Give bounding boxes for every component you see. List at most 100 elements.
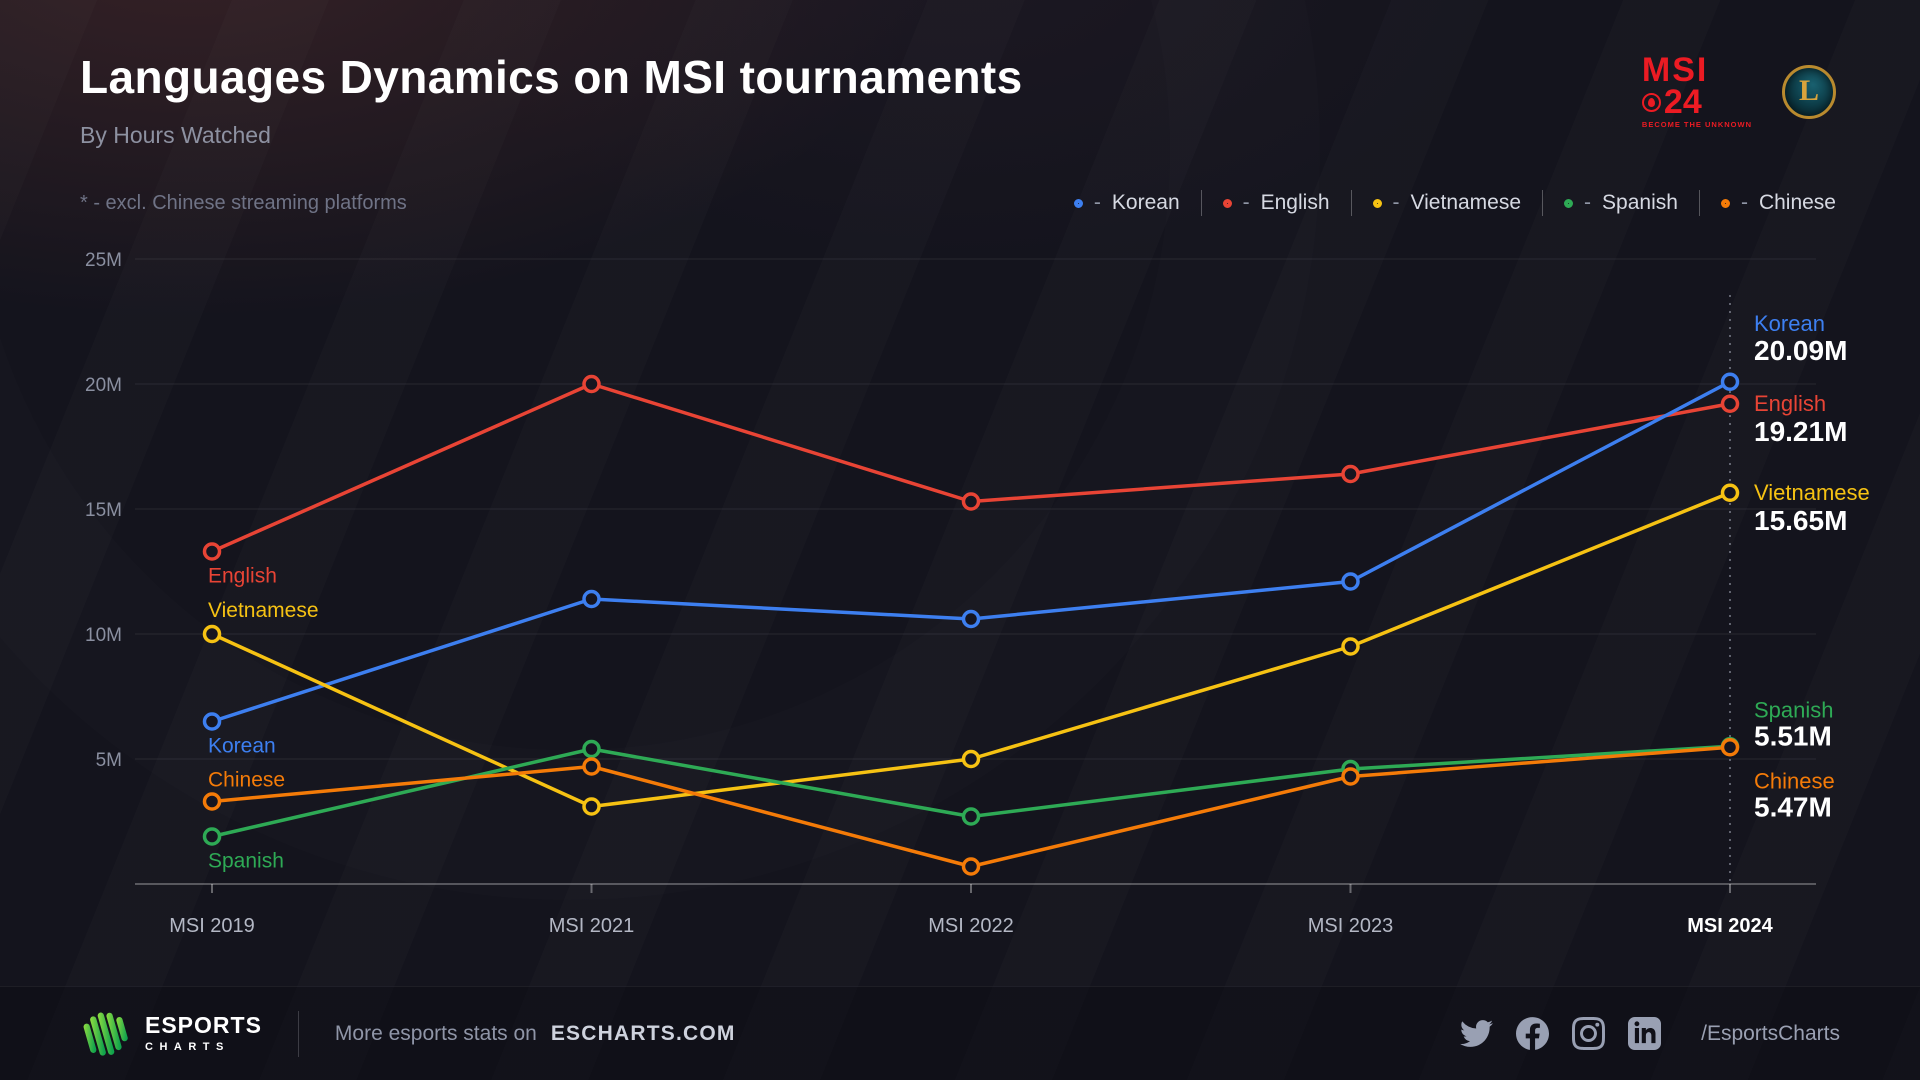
series-start-label-spanish: Spanish: [208, 850, 284, 873]
x-label-msi-2024: MSI 2024: [1687, 915, 1773, 937]
page-title: Languages Dynamics on MSI tournaments: [80, 51, 1023, 103]
point-english-msi-2024: [1720, 394, 1740, 413]
point-spanish-msi-2021: [582, 739, 601, 759]
facebook-icon[interactable]: [1516, 1017, 1550, 1050]
series-end-value-chinese: 5.47M: [1754, 791, 1832, 822]
legend-item-korean: - Korean: [1073, 191, 1180, 215]
legend-marker-icon: [1372, 198, 1382, 208]
series-end-value-korean: 20.09M: [1754, 335, 1847, 366]
legend-marker-icon: [1564, 198, 1574, 208]
esports-charts-logo-icon: [83, 1012, 128, 1056]
point-english-msi-2021: [582, 374, 601, 394]
legend-item-spanish: - Spanish: [1564, 191, 1678, 215]
msi-logo-text: MSI: [1641, 51, 1709, 89]
point-english-msi-2019: [202, 542, 222, 561]
legend-marker-icon: [1073, 198, 1083, 208]
legend-marker-icon: [1222, 198, 1232, 208]
point-spanish-msi-2019: [202, 827, 222, 846]
footnote: * - excl. Chinese streaming platforms: [80, 191, 407, 214]
point-vietnamese-msi-2024: [1720, 483, 1740, 502]
point-chinese-msi-2021: [582, 757, 601, 776]
page-subtitle: By Hours Watched: [80, 122, 271, 148]
series-end-value-english: 19.21M: [1754, 416, 1847, 447]
legend-label: English: [1260, 191, 1330, 214]
point-vietnamese-msi-2023: [1341, 637, 1360, 656]
msi-logo-tagline: BECOME THE UNKNOWN: [1641, 120, 1752, 130]
escharts-link[interactable]: ESCHARTS.COM: [550, 1021, 736, 1045]
point-vietnamese-msi-2022: [961, 749, 981, 769]
legend-item-chinese: - Chinese: [1720, 191, 1836, 215]
point-english-msi-2022: [961, 492, 981, 511]
legend-dash: -: [1584, 191, 1592, 214]
series-end-name-vietnamese: Vietnamese: [1754, 480, 1870, 505]
footer: ESPORTS CHARTS More esports stats on ESC…: [0, 986, 1920, 1080]
legend-label: Vietnamese: [1410, 191, 1522, 214]
y-tick-label: 15M: [85, 500, 122, 521]
instagram-icon[interactable]: [1572, 1017, 1606, 1050]
brand-subtitle: CHARTS: [145, 1041, 230, 1053]
point-chinese-msi-2022: [961, 857, 981, 876]
legend-dash: -: [1093, 191, 1101, 214]
point-korean-msi-2021: [582, 589, 601, 609]
series-end-name-english: English: [1754, 391, 1826, 416]
legend-label: Chinese: [1758, 191, 1836, 214]
legend-separator: [1350, 190, 1352, 216]
series-end-value-vietnamese: 15.65M: [1754, 505, 1847, 536]
legend-dash: -: [1392, 191, 1400, 214]
legend-item-vietnamese: - Vietnamese: [1372, 191, 1522, 215]
x-label-msi-2021: MSI 2021: [549, 915, 635, 937]
point-vietnamese-msi-2021: [582, 797, 601, 816]
twitter-icon[interactable]: [1460, 1017, 1494, 1050]
point-chinese-msi-2019: [202, 792, 222, 811]
header: Languages Dynamics on MSI tournaments By…: [80, 50, 1023, 149]
series-end-name-chinese: Chinese: [1754, 768, 1835, 793]
point-chinese-msi-2023: [1341, 767, 1360, 786]
point-korean-msi-2024: [1720, 372, 1740, 391]
meta-row: * - excl. Chinese streaming platforms -K…: [80, 190, 1836, 216]
line-english: [210, 382, 1732, 554]
series-end-name-korean: Korean: [1754, 311, 1825, 336]
point-vietnamese-msi-2019: [202, 624, 222, 644]
point-chinese-msi-2024: [1720, 738, 1740, 757]
series-end-name-spanish: Spanish: [1754, 697, 1834, 722]
series-start-label-chinese: Chinese: [208, 769, 285, 792]
brand-title: ESPORTS: [145, 1012, 262, 1038]
linkedin-icon[interactable]: [1628, 1017, 1662, 1050]
league-of-legends-logo: L: [1782, 65, 1836, 120]
series-start-label-vietnamese: Vietnamese: [208, 599, 319, 622]
point-korean-msi-2019: [202, 712, 222, 731]
legend-marker-icon: [1720, 198, 1730, 208]
social-handle: /EsportsCharts: [1701, 1021, 1840, 1045]
point-spanish-msi-2022: [961, 807, 981, 826]
footer-divider: [297, 1010, 299, 1057]
msi-emblem-icon: [1641, 92, 1661, 112]
line-chart: 25M 20M 15M 10M 5M MSI 2019 MSI 2021 MSI 2022 MS…: [85, 250, 1870, 937]
y-tick-label: 25M: [85, 250, 122, 271]
brand-text: ESPORTS CHARTS: [145, 1014, 262, 1053]
legend-separator: [1698, 190, 1700, 216]
legend-label: Korean: [1111, 191, 1180, 214]
lol-letter: L: [1798, 74, 1819, 108]
msi-2024-logo: MSI 24 BECOME THE UNKNOWN: [1641, 51, 1752, 130]
footer-message: More esports stats on: [334, 1021, 537, 1045]
line-korean: [210, 380, 1732, 724]
esports-charts-brand: ESPORTS CHARTS: [80, 1009, 262, 1059]
series-start-label-english: English: [208, 565, 277, 588]
series-end-value-spanish: 5.51M: [1754, 720, 1832, 751]
legend: - Korean - English - Vietnamese - Spanish - Chine…: [1073, 190, 1836, 216]
x-label-msi-2023: MSI 2023: [1308, 915, 1394, 937]
legend-dash: -: [1242, 191, 1250, 214]
header-logos: MSI 24 BECOME THE UNKNOWN L: [1641, 51, 1836, 130]
msi-logo-year: 24: [1663, 82, 1702, 121]
legend-separator: [1542, 190, 1544, 216]
series-start-label-korean: Korean: [208, 735, 276, 758]
point-korean-msi-2023: [1341, 572, 1360, 591]
y-tick-label: 10M: [85, 625, 122, 646]
legend-item-english: - English: [1222, 191, 1330, 215]
x-label-msi-2019: MSI 2019: [169, 915, 255, 937]
footer-social: /EsportsCharts: [1437, 1017, 1840, 1050]
y-tick-label: 20M: [85, 375, 122, 396]
y-tick-label: 5M: [96, 750, 122, 771]
legend-label: Spanish: [1602, 191, 1678, 214]
point-english-msi-2023: [1341, 464, 1360, 484]
